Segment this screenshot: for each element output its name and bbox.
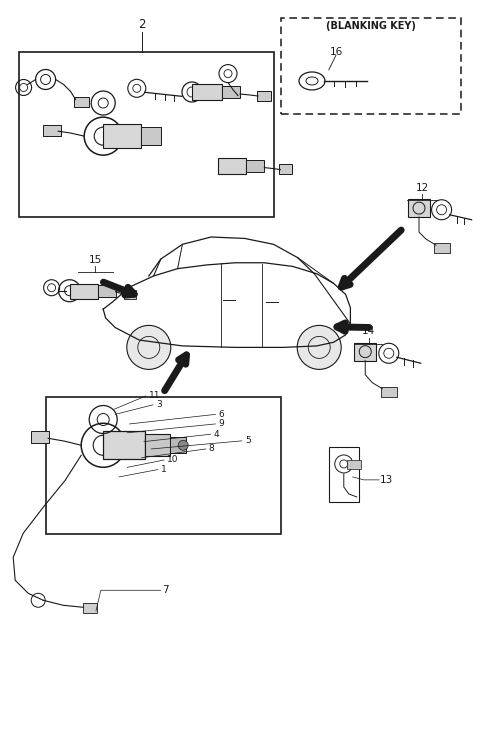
Text: 7: 7 <box>162 585 168 595</box>
Circle shape <box>127 325 171 369</box>
Bar <box>73 97 89 107</box>
Bar <box>222 86 240 98</box>
Bar <box>97 285 116 297</box>
Text: 11: 11 <box>149 392 160 400</box>
Circle shape <box>297 325 341 369</box>
Text: 9: 9 <box>218 420 224 428</box>
Bar <box>124 290 135 299</box>
Text: 4: 4 <box>214 430 219 439</box>
Bar <box>381 386 397 397</box>
Text: 14: 14 <box>362 326 375 336</box>
Bar <box>170 437 186 453</box>
Text: 2: 2 <box>138 18 145 31</box>
Bar <box>103 431 145 459</box>
Bar <box>329 447 359 502</box>
Bar <box>46 397 281 534</box>
Text: 12: 12 <box>416 183 429 193</box>
Text: 5: 5 <box>245 436 251 445</box>
Bar <box>145 434 170 456</box>
Text: 15: 15 <box>88 255 102 265</box>
Text: (BLANKING KEY): (BLANKING KEY) <box>325 21 416 31</box>
Bar <box>281 18 461 114</box>
Text: 10: 10 <box>167 456 179 464</box>
Bar <box>218 158 246 174</box>
Bar <box>83 604 97 613</box>
Bar <box>279 163 292 174</box>
Bar <box>19 52 274 217</box>
Text: 6: 6 <box>218 410 224 419</box>
Bar <box>103 124 141 148</box>
Bar <box>408 199 430 217</box>
Text: 13: 13 <box>380 475 394 485</box>
Bar <box>257 91 271 101</box>
Bar <box>354 343 376 361</box>
Text: 3: 3 <box>156 400 162 409</box>
Text: 1: 1 <box>161 465 167 474</box>
Bar <box>434 243 450 253</box>
Circle shape <box>178 440 188 450</box>
Text: 8: 8 <box>209 445 215 453</box>
Bar <box>43 125 61 136</box>
Bar <box>192 84 222 100</box>
Bar <box>246 160 264 171</box>
Bar <box>70 283 97 299</box>
Bar <box>141 127 161 145</box>
Bar <box>347 460 361 469</box>
Text: 16: 16 <box>329 46 343 57</box>
Bar <box>31 431 49 443</box>
